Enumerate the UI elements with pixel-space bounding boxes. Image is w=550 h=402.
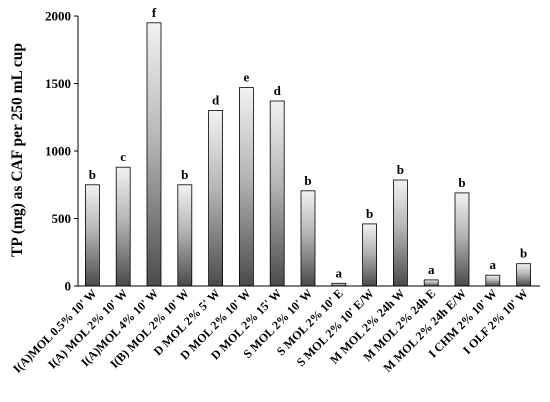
significance-letter: e	[244, 70, 250, 85]
significance-letter: b	[89, 167, 96, 182]
y-tick-label: 1000	[45, 144, 71, 159]
bar	[177, 184, 193, 287]
significance-letter: a	[336, 265, 343, 280]
significance-letter: f	[152, 5, 157, 20]
bar	[454, 192, 470, 287]
significance-letter: c	[120, 149, 126, 164]
significance-letter: b	[520, 246, 527, 261]
significance-letter: b	[366, 206, 373, 221]
y-tick-label: 2000	[45, 9, 71, 24]
bar	[485, 274, 501, 287]
y-tick-label: 500	[52, 211, 72, 226]
y-tick-label: 1500	[45, 76, 71, 91]
significance-letter: a	[490, 257, 497, 272]
bar	[423, 279, 439, 287]
bar	[269, 100, 285, 287]
bar	[516, 263, 531, 287]
significance-letter: a	[428, 262, 435, 277]
significance-letters: b c f b d e d b a b b a b a b	[89, 5, 527, 280]
significance-letter: b	[304, 173, 311, 188]
category-labels: I(A)MOL 0.5% 10' WI(A) MOL 2% 10' WI(A)M…	[10, 286, 531, 375]
bar	[362, 223, 378, 287]
significance-letter: b	[181, 167, 188, 182]
bars-group	[85, 22, 531, 287]
significance-letter: d	[212, 93, 220, 108]
bar	[300, 190, 316, 287]
y-axis-title: TP (mg) as CAF per 250 mL cup	[9, 43, 26, 257]
bar	[238, 87, 254, 287]
significance-letter: b	[397, 162, 404, 177]
significance-letter: b	[458, 175, 465, 190]
y-axis-ticks: 0 500 1000 1500 2000	[45, 9, 78, 294]
bar	[208, 110, 224, 287]
bar	[146, 22, 162, 287]
bar	[115, 166, 131, 287]
y-tick-label: 0	[65, 279, 72, 294]
bar	[85, 184, 100, 287]
bar	[392, 179, 408, 287]
significance-letter: d	[274, 83, 282, 98]
